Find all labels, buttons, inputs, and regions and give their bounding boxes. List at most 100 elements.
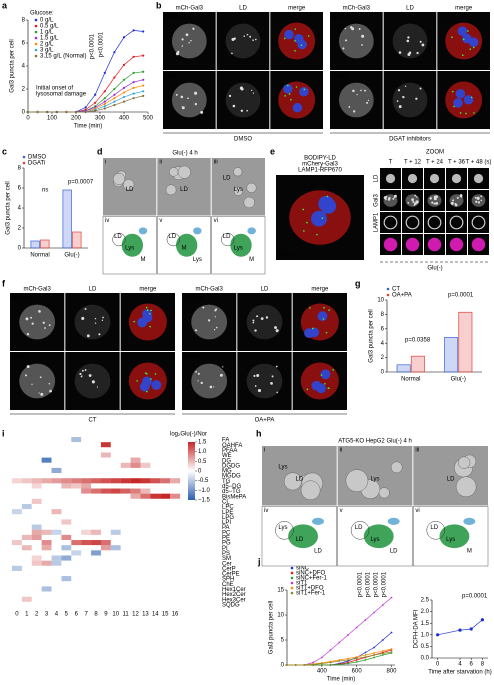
heatmap-cell — [91, 550, 102, 556]
heatmap-cell — [41, 462, 52, 469]
speck — [480, 195, 483, 198]
speck — [185, 33, 189, 37]
heatmap-cell — [140, 519, 151, 525]
heatmap-cell — [71, 519, 82, 525]
heatmap-cell — [51, 581, 62, 587]
heatmap-cell — [100, 478, 111, 484]
speck — [39, 376, 42, 379]
heatmap-cell — [140, 560, 151, 566]
row-label: DGDG — [222, 463, 240, 469]
speck — [349, 26, 353, 29]
heatmap-cell — [12, 524, 22, 530]
speck — [456, 196, 459, 199]
data-point — [480, 618, 484, 622]
row-label: Hex1Cer — [222, 587, 246, 593]
data-point — [320, 662, 323, 665]
heatmap-cell — [120, 488, 131, 494]
row-label: Hex3Cer — [222, 597, 246, 603]
heatmap-cell — [21, 514, 32, 520]
heatmap-cell — [130, 555, 141, 561]
speck — [249, 35, 252, 38]
lysosome — [350, 521, 370, 540]
x-tick-label: 0 — [436, 662, 440, 668]
speck — [251, 89, 253, 92]
heatmap-cell — [71, 488, 82, 494]
heatmap-cell — [71, 467, 82, 474]
speck — [345, 39, 348, 42]
speck — [190, 39, 192, 42]
speck — [42, 321, 45, 324]
x-axis-label: Time after starvation (h) — [428, 670, 491, 676]
legend-label: DMSO — [28, 155, 46, 161]
heatmap-cell — [130, 560, 141, 566]
legend-label: 0.5 g/L — [40, 24, 59, 30]
nucleus — [317, 311, 328, 322]
organelle — [113, 172, 126, 186]
heatmap-cell — [31, 437, 42, 443]
heatmap-cell — [140, 601, 151, 608]
heatmap-cell — [120, 467, 131, 474]
legend-label: siT1 — [296, 581, 308, 587]
heatmap-cell — [120, 540, 131, 546]
speck — [246, 33, 249, 36]
heatmap-cell — [170, 545, 181, 551]
heatmap-cell — [160, 514, 171, 520]
heatmap-cell — [31, 524, 42, 530]
heatmap-cell — [41, 483, 52, 489]
data-point — [381, 604, 384, 606]
structure-label: Lys — [234, 246, 243, 252]
organelle — [455, 476, 477, 497]
heatmap-cell — [31, 467, 42, 474]
heatmap-cell — [170, 503, 181, 510]
heatmap-cell — [51, 576, 62, 582]
heatmap-cell — [170, 519, 181, 525]
ring — [471, 237, 486, 252]
heatmap-cell — [81, 570, 92, 577]
lysosome — [426, 521, 445, 540]
heatmap-cell — [21, 493, 32, 499]
heatmap-cell — [31, 514, 42, 520]
heatmap-cell — [41, 467, 52, 474]
row-label: PE — [222, 536, 230, 542]
annotation: p=0.0358 — [405, 338, 431, 344]
row-label: CerP — [222, 566, 236, 572]
heatmap-cell — [31, 478, 42, 484]
data-point — [381, 639, 384, 641]
speck — [49, 389, 52, 393]
heatmap-cell — [71, 462, 82, 469]
speck — [477, 201, 481, 204]
bar — [62, 189, 72, 249]
cell — [471, 194, 486, 207]
speck — [25, 317, 29, 321]
data-point — [381, 654, 384, 656]
heatmap-cell — [71, 457, 82, 463]
heatmap-cell — [120, 576, 131, 582]
heatmap-cell — [91, 498, 102, 505]
heatmap-cell — [120, 462, 131, 469]
heatmap-cell — [91, 560, 102, 566]
speck — [477, 197, 480, 199]
heatmap-cell — [71, 586, 82, 592]
legend-marker — [290, 576, 294, 580]
heatmap-cell — [41, 452, 52, 458]
speck — [243, 35, 245, 37]
heatmap-cell — [140, 498, 151, 505]
heatmap-cell — [100, 483, 111, 489]
heatmap-cell — [100, 452, 111, 458]
heatmap-cell — [61, 478, 72, 484]
heatmap-cell — [160, 545, 171, 551]
legend-marker — [386, 287, 390, 291]
heatmap-cell — [100, 442, 111, 448]
heatmap-cell — [140, 545, 151, 551]
heatmap-cell — [120, 442, 131, 448]
organelle — [233, 186, 243, 196]
x-tick-label: 800 — [387, 669, 398, 675]
heatmap-cell — [21, 529, 32, 535]
heatmap-cell — [91, 442, 102, 448]
speck — [306, 388, 309, 391]
heatmap-cell — [61, 488, 72, 494]
heatmap-cell — [170, 457, 181, 463]
tile-label: iv — [105, 218, 109, 224]
y-tick-label: 2.0 — [421, 609, 430, 615]
heatmap-cell — [120, 447, 131, 453]
